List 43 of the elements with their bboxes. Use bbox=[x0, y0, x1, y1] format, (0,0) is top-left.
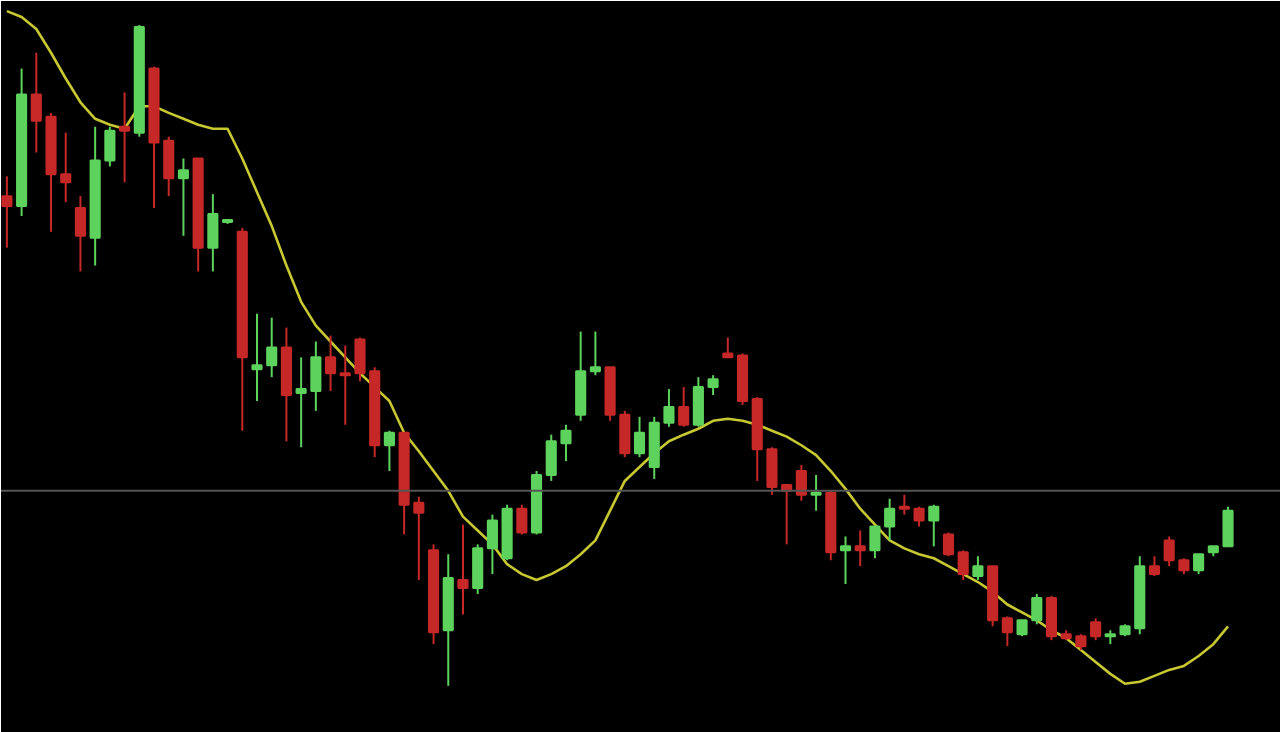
candlestick bbox=[869, 525, 881, 560]
candlestick bbox=[60, 131, 72, 204]
candlestick bbox=[457, 523, 469, 616]
candlestick bbox=[1001, 615, 1013, 648]
candlestick bbox=[928, 503, 940, 548]
candlestick bbox=[942, 531, 955, 558]
candlestick bbox=[707, 374, 719, 397]
candlestick bbox=[486, 513, 498, 576]
candlestick bbox=[722, 336, 734, 359]
candlestick bbox=[619, 409, 631, 459]
candlestick bbox=[74, 195, 87, 273]
candlestick bbox=[280, 326, 292, 443]
candlestick bbox=[516, 503, 528, 536]
candlestick bbox=[1222, 505, 1234, 548]
candlestick bbox=[1045, 594, 1058, 642]
candlestick bbox=[604, 366, 616, 422]
candlestick bbox=[810, 473, 822, 512]
candlestick bbox=[1193, 553, 1205, 576]
candlestick bbox=[972, 555, 984, 582]
candlestick bbox=[339, 344, 351, 426]
candlestick bbox=[898, 493, 910, 516]
candlestick bbox=[119, 91, 131, 184]
candlestick bbox=[1, 175, 13, 249]
candlestick bbox=[884, 497, 896, 542]
candlestick bbox=[1090, 617, 1102, 642]
candlestick bbox=[472, 543, 484, 595]
candlestick bbox=[1148, 555, 1161, 578]
candlestick bbox=[325, 334, 337, 393]
candlestick bbox=[383, 429, 395, 473]
candlestick bbox=[854, 529, 866, 568]
candlestick bbox=[177, 157, 189, 237]
candlestick bbox=[736, 352, 749, 406]
candlestick bbox=[1163, 535, 1175, 568]
candlestick bbox=[913, 505, 925, 528]
candlestick bbox=[839, 535, 852, 586]
candlestick bbox=[692, 376, 704, 428]
candlestick bbox=[957, 549, 969, 582]
candlestick bbox=[678, 386, 690, 428]
candlestick bbox=[589, 330, 601, 377]
candlestick bbox=[633, 415, 646, 459]
candlestick bbox=[575, 330, 587, 422]
candlestick bbox=[207, 193, 219, 273]
candlestick bbox=[795, 464, 807, 502]
